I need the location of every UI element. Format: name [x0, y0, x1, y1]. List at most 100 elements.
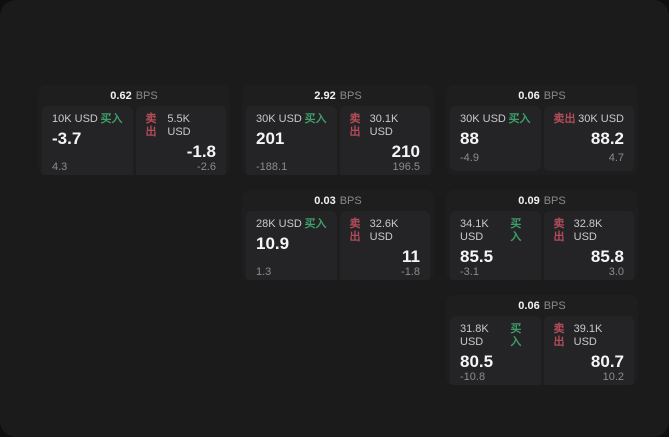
- quote-card-body: 31.8K USD 买入 80.5 -10.8 卖出 39.1K USD 80.…: [446, 316, 638, 385]
- sell-price: 88.2: [590, 129, 624, 148]
- buy-panel-header: 30K USD 买入: [460, 113, 531, 126]
- quote-card-body: 28K USD 买入 10.9 1.3 卖出 32.6K USD 11 -1.8: [242, 211, 434, 280]
- bps-value: 0.62: [110, 89, 132, 102]
- quote-card: 0.06 BPS 31.8K USD 买入 80.5 -10.8 卖出 39.1…: [446, 295, 638, 385]
- buy-size-label: 28K USD: [256, 218, 302, 230]
- buy-size-label: 31.8K USD: [460, 323, 489, 348]
- bps-unit-label: BPS: [543, 89, 566, 102]
- quote-card-body: 30K USD 买入 201 -188.1 卖出 30.1K USD 210 1…: [242, 106, 434, 175]
- bps-value: 0.03: [314, 194, 336, 207]
- bps-header: 0.62 BPS: [38, 85, 230, 106]
- quote-card-body: 34.1K USD 买入 85.5 -3.1 卖出 32.8K USD 85.8…: [446, 211, 638, 280]
- buy-sub-value: -3.1: [460, 266, 479, 278]
- sell-panel-header: 卖出 5.5K USD: [146, 113, 217, 139]
- sell-size-label: 30.1K USD: [369, 113, 399, 138]
- sell-sub-value: 3.0: [608, 266, 624, 278]
- buy-side-label: 买入: [304, 113, 327, 125]
- quote-card: 0.03 BPS 28K USD 买入 10.9 1.3 卖出 32.6K US…: [242, 190, 434, 280]
- sell-panel[interactable]: 卖出 32.6K USD 11 -1.8: [339, 211, 430, 280]
- buy-price: -3.7: [52, 129, 82, 148]
- sell-size-label: 32.6K USD: [369, 218, 399, 243]
- sell-side-label: 卖出: [349, 113, 361, 138]
- buy-panel[interactable]: 31.8K USD 买入 80.5 -10.8: [450, 316, 541, 385]
- buy-sub-value: -10.8: [460, 371, 486, 383]
- sell-panel-header: 卖出 39.1K USD: [554, 323, 625, 349]
- bps-header: 2.92 BPS: [242, 85, 434, 106]
- buy-price: 88: [460, 129, 479, 148]
- sell-price: 11: [402, 247, 420, 266]
- sell-sub-value: -1.8: [401, 266, 420, 278]
- sell-side-label: 卖出: [349, 218, 361, 243]
- bps-value: 0.06: [518, 299, 540, 312]
- buy-size-label: 30K USD: [256, 113, 302, 125]
- sell-panel-header: 卖出 32.6K USD: [350, 218, 421, 244]
- bps-unit-label: BPS: [543, 194, 566, 207]
- sell-side-label: 卖出: [553, 218, 565, 243]
- sell-panel-header: 卖出 32.8K USD: [554, 218, 625, 244]
- buy-size-label: 10K USD: [52, 113, 98, 125]
- bps-unit-label: BPS: [135, 89, 158, 102]
- bps-unit-label: BPS: [543, 299, 566, 312]
- bps-unit-label: BPS: [339, 194, 362, 207]
- sell-side-label: 卖出: [553, 113, 576, 125]
- bps-header: 0.06 BPS: [446, 85, 638, 106]
- sell-side-label: 卖出: [145, 113, 157, 138]
- sell-panel[interactable]: 卖出 5.5K USD -1.8 -2.6: [135, 106, 226, 175]
- bps-value: 0.09: [518, 194, 540, 207]
- quote-card: 0.09 BPS 34.1K USD 买入 85.5 -3.1 卖出 32.8K…: [446, 190, 638, 280]
- sell-panel[interactable]: 卖出 30.1K USD 210 196.5: [339, 106, 430, 175]
- buy-sub-value: -4.9: [460, 152, 479, 164]
- quote-card: 0.06 BPS 30K USD 买入 88 -4.9 卖出 30K USD 8…: [446, 85, 638, 175]
- sell-price: 80.7: [590, 352, 624, 371]
- buy-size-label: 30K USD: [460, 113, 506, 125]
- sell-panel-header: 卖出 30.1K USD: [350, 113, 421, 139]
- sell-panel[interactable]: 卖出 30K USD 88.2 4.7: [543, 106, 634, 171]
- quote-card-body: 10K USD 买入 -3.7 4.3 卖出 5.5K USD -1.8 -2.…: [38, 106, 230, 175]
- buy-panel-header: 28K USD 买入: [256, 218, 327, 231]
- buy-panel[interactable]: 28K USD 买入 10.9 1.3: [246, 211, 337, 280]
- sell-sub-value: -2.6: [197, 161, 216, 173]
- buy-sub-value: 1.3: [256, 266, 272, 278]
- buy-side-label: 买入: [510, 323, 522, 348]
- sell-price: 210: [391, 142, 420, 161]
- buy-panel[interactable]: 34.1K USD 买入 85.5 -3.1: [450, 211, 541, 280]
- quote-card: 2.92 BPS 30K USD 买入 201 -188.1 卖出 30.1K …: [242, 85, 434, 175]
- buy-size-label: 34.1K USD: [460, 218, 489, 243]
- buy-side-label: 买入: [100, 113, 123, 125]
- sell-price: 85.8: [590, 247, 624, 266]
- quote-cards-grid: 0.62 BPS 10K USD 买入 -3.7 4.3 卖出 5.5K USD…: [38, 85, 638, 385]
- buy-price: 201: [256, 129, 285, 148]
- sell-size-label: 39.1K USD: [573, 323, 603, 348]
- buy-panel-header: 30K USD 买入: [256, 113, 327, 126]
- buy-panel[interactable]: 30K USD 买入 88 -4.9: [450, 106, 541, 171]
- sell-panel[interactable]: 卖出 32.8K USD 85.8 3.0: [543, 211, 634, 280]
- buy-panel[interactable]: 10K USD 买入 -3.7 4.3: [42, 106, 133, 175]
- sell-price: -1.8: [186, 142, 216, 161]
- sell-sub-value: 10.2: [602, 371, 624, 383]
- buy-panel-header: 31.8K USD 买入: [460, 323, 531, 349]
- sell-sub-value: 4.7: [608, 152, 624, 164]
- sell-panel[interactable]: 卖出 39.1K USD 80.7 10.2: [543, 316, 634, 385]
- buy-price: 85.5: [460, 247, 494, 266]
- quote-card: 0.62 BPS 10K USD 买入 -3.7 4.3 卖出 5.5K USD…: [38, 85, 230, 175]
- sell-side-label: 卖出: [553, 323, 565, 348]
- bps-value: 2.92: [314, 89, 336, 102]
- sell-sub-value: 196.5: [392, 161, 420, 173]
- sell-size-label: 5.5K USD: [167, 113, 191, 138]
- sell-size-label: 30K USD: [578, 113, 624, 125]
- bps-header: 0.09 BPS: [446, 190, 638, 211]
- bps-header: 0.03 BPS: [242, 190, 434, 211]
- buy-price: 80.5: [460, 352, 494, 371]
- buy-price: 10.9: [256, 234, 290, 253]
- buy-sub-value: -188.1: [256, 161, 288, 173]
- buy-panel-header: 10K USD 买入: [52, 113, 123, 126]
- sell-size-label: 32.8K USD: [573, 218, 603, 243]
- buy-side-label: 买入: [508, 113, 531, 125]
- quote-card-body: 30K USD 买入 88 -4.9 卖出 30K USD 88.2 4.7: [446, 106, 638, 175]
- bps-value: 0.06: [518, 89, 540, 102]
- buy-side-label: 买入: [304, 218, 327, 230]
- buy-sub-value: 4.3: [52, 161, 68, 173]
- bps-unit-label: BPS: [339, 89, 362, 102]
- buy-panel[interactable]: 30K USD 买入 201 -188.1: [246, 106, 337, 175]
